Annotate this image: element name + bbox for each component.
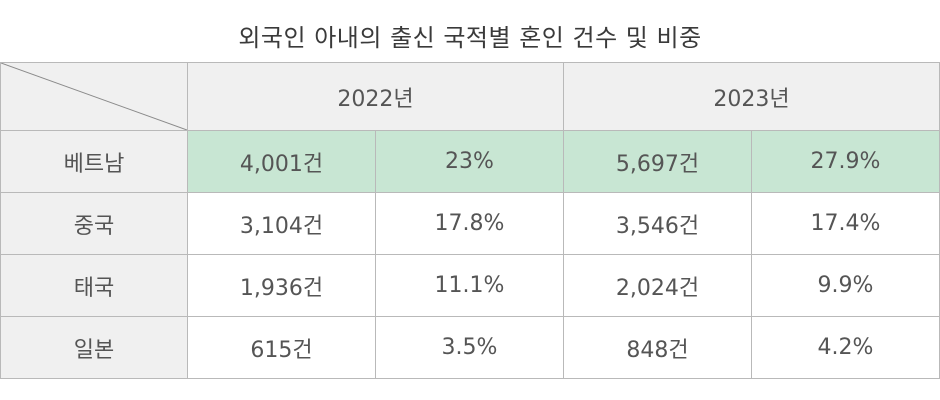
cell-share-2023: 27.9% xyxy=(751,130,940,193)
cell-share-2022: 23% xyxy=(375,130,564,193)
row-label: 중국 xyxy=(0,192,188,255)
cell-count-2022: 4,001건 xyxy=(187,130,376,193)
cell-share-2022: 11.1% xyxy=(375,254,564,317)
header-row: 2022년 2023년 xyxy=(0,62,940,131)
diagonal-line xyxy=(1,63,187,130)
table-row: 베트남 4,001건 23% 5,697건 27.9% xyxy=(0,130,940,193)
cell-share-2023: 4.2% xyxy=(751,316,940,379)
cell-count-2022: 1,936건 xyxy=(187,254,376,317)
cell-share-2023: 9.9% xyxy=(751,254,940,317)
table-row: 태국 1,936건 11.1% 2,024건 9.9% xyxy=(0,254,940,317)
corner-cell xyxy=(0,62,188,131)
chart-title: 외국인 아내의 출신 국적별 혼인 건수 및 비중 xyxy=(238,24,702,52)
row-label: 베트남 xyxy=(0,130,188,193)
cell-count-2023: 5,697건 xyxy=(563,130,752,193)
cell-share-2022: 17.8% xyxy=(375,192,564,255)
data-table: 2022년 2023년 베트남 4,001건 23% 5,697건 27.9% … xyxy=(0,62,940,379)
cell-count-2022: 615건 xyxy=(187,316,376,379)
cell-share-2022: 3.5% xyxy=(375,316,564,379)
cell-count-2023: 3,546건 xyxy=(563,192,752,255)
year-header-2023: 2023년 xyxy=(563,62,940,131)
year-header-2022: 2022년 xyxy=(187,62,564,131)
row-label: 태국 xyxy=(0,254,188,317)
table-row: 일본 615건 3.5% 848건 4.2% xyxy=(0,316,940,379)
cell-count-2023: 2,024건 xyxy=(563,254,752,317)
table-row: 중국 3,104건 17.8% 3,546건 17.4% xyxy=(0,192,940,255)
cell-share-2023: 17.4% xyxy=(751,192,940,255)
cell-count-2023: 848건 xyxy=(563,316,752,379)
cell-count-2022: 3,104건 xyxy=(187,192,376,255)
row-label: 일본 xyxy=(0,316,188,379)
